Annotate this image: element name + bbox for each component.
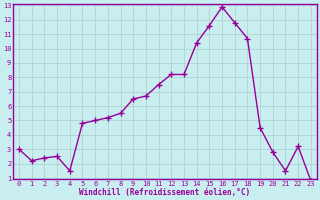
X-axis label: Windchill (Refroidissement éolien,°C): Windchill (Refroidissement éolien,°C) bbox=[79, 188, 251, 197]
